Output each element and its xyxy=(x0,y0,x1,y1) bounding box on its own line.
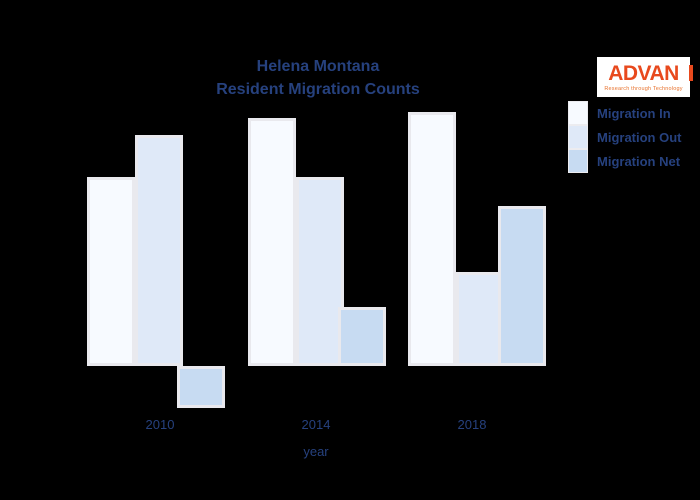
legend-swatch-migration-out xyxy=(568,125,588,149)
legend-label-migration-net: Migration Net xyxy=(597,153,681,169)
bar-migration-out-2018 xyxy=(456,272,504,366)
advan-logo: ADVAN Research through Technology xyxy=(597,57,693,97)
x-axis-title: year xyxy=(303,444,329,459)
chart-title-block: Helena Montana Resident Migration Counts xyxy=(216,55,420,101)
legend-swatch-migration-in xyxy=(568,101,588,125)
legend-item-migration-out: Migration Out xyxy=(568,125,682,149)
bar-migration-in-2018 xyxy=(408,112,456,366)
legend-swatch-migration-net xyxy=(568,149,588,173)
legend-label-migration-in: Migration In xyxy=(597,105,671,121)
advan-logo-tagline: Research through Technology xyxy=(604,85,683,92)
bar-migration-net-2014 xyxy=(338,307,386,366)
chart-subtitle: Resident Migration Counts xyxy=(216,81,420,99)
legend-label-migration-out: Migration Out xyxy=(597,129,682,145)
bar-migration-in-2010 xyxy=(87,177,135,366)
x-tick-2010: 2010 xyxy=(145,417,175,432)
advan-logo-mark-icon xyxy=(689,65,693,81)
bar-migration-out-2010 xyxy=(135,135,183,366)
advan-logo-text: ADVAN xyxy=(608,61,679,85)
bar-migration-out-2014 xyxy=(296,177,344,366)
legend-item-migration-net: Migration Net xyxy=(568,149,682,173)
x-tick-2014: 2014 xyxy=(301,417,331,432)
legend: Migration In Migration Out Migration Net xyxy=(568,101,682,173)
bar-migration-in-2014 xyxy=(248,118,296,366)
bar-migration-net-2018 xyxy=(498,206,546,366)
legend-item-migration-in: Migration In xyxy=(568,101,682,125)
chart-title: Helena Montana xyxy=(256,58,380,75)
bar-migration-net-2010 xyxy=(177,366,225,408)
x-tick-2018: 2018 xyxy=(457,417,487,432)
